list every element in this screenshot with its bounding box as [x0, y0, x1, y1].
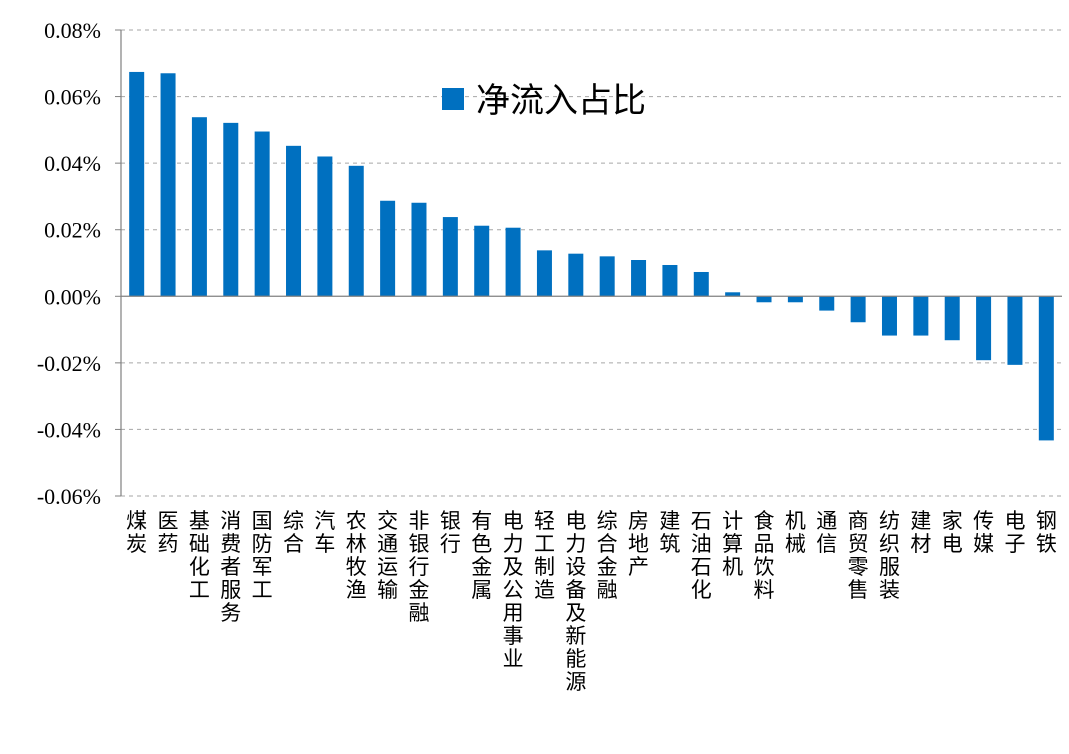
x-category-label: 交通运输: [377, 509, 398, 602]
x-category-label: 煤炭: [126, 509, 147, 556]
x-category-label: 农林牧渔: [346, 509, 367, 602]
x-category-label: 房地产: [628, 509, 649, 579]
bar: [474, 225, 490, 297]
y-tick-label: -0.04%: [37, 417, 101, 442]
y-tick-label: -0.06%: [37, 484, 101, 509]
x-category-label: 综合金融: [597, 509, 618, 602]
bar: [380, 200, 396, 297]
axes: [115, 29, 1062, 497]
x-category-label: 传媒: [973, 509, 994, 556]
y-tick-label: 0.06%: [44, 85, 101, 110]
bar: [254, 131, 270, 297]
x-category-label: 医药: [158, 509, 179, 556]
bar: [505, 227, 521, 297]
x-category-label: 轻工制造: [534, 509, 555, 602]
bar: [631, 260, 647, 297]
bar: [850, 296, 866, 323]
y-tick-label: 0.04%: [44, 151, 101, 176]
x-category-label: 电力及公用事业: [503, 509, 524, 671]
legend: 净流入占比: [442, 81, 646, 121]
x-category-label: 电力设备及新能源: [565, 509, 586, 694]
x-category-label: 银行: [440, 509, 461, 556]
x-category-label: 电子: [1004, 509, 1025, 556]
bar: [568, 253, 584, 297]
bar: [223, 122, 239, 297]
x-category-label: 食品饮料: [754, 509, 775, 602]
x-category-label: 纺织服装: [879, 509, 900, 602]
bar: [819, 296, 835, 311]
x-category-label: 建材: [910, 509, 931, 556]
x-category-label: 汽车: [314, 509, 335, 556]
y-tick-labels: 0.08% 0.06% 0.04% 0.02% 0.00% -0.02% -0.04% -0.…: [37, 18, 101, 509]
x-category-label: 消费者服务: [220, 509, 241, 625]
bar: [881, 296, 897, 336]
bar: [693, 271, 709, 297]
bar: [411, 202, 427, 297]
x-category-label: 非银行金融: [408, 509, 429, 625]
bar: [787, 296, 803, 303]
bar: [317, 156, 333, 297]
bar: [1007, 296, 1023, 365]
x-category-label: 石油石化: [691, 509, 712, 602]
bar: [129, 71, 145, 297]
x-category-label: 综合: [283, 509, 304, 556]
bar: [756, 296, 772, 303]
bar: [944, 296, 960, 341]
grid-lines: [121, 29, 1062, 497]
bar: [1038, 296, 1054, 441]
legend-label: 净流入占比: [476, 81, 646, 121]
x-category-label: 机械: [785, 509, 806, 556]
bar: [348, 165, 364, 297]
x-category-label: 建筑: [659, 509, 680, 556]
bar: [442, 217, 458, 297]
bar: [976, 296, 992, 361]
x-category-label: 基础化工: [189, 509, 210, 602]
bar: [913, 296, 929, 336]
bar: [536, 250, 552, 297]
x-category-label: 计算机: [722, 509, 743, 579]
x-category-labels: 煤炭医药基础化工消费者服务国防军工综合汽车农林牧渔交通运输非银行金融银行有色金属…: [126, 509, 1057, 694]
x-category-label: 有色金属: [471, 509, 492, 602]
bar: [599, 256, 615, 297]
x-category-label: 国防军工: [252, 509, 273, 602]
bar: [662, 264, 678, 297]
bar: [286, 145, 302, 297]
x-category-label: 钢铁: [1036, 509, 1057, 556]
legend-swatch: [442, 88, 464, 110]
bar-group: [129, 71, 1054, 441]
bar: [725, 292, 741, 297]
y-tick-label: 0.08%: [44, 18, 101, 43]
bar: [160, 73, 176, 297]
x-category-label: 商贸零售: [848, 509, 869, 602]
y-tick-label: -0.02%: [37, 351, 101, 376]
y-tick-label: 0.02%: [44, 218, 101, 243]
x-category-label: 通信: [816, 509, 837, 556]
x-category-label: 家电: [942, 509, 963, 556]
y-tick-label: 0.00%: [44, 284, 101, 309]
bar: [191, 117, 207, 297]
